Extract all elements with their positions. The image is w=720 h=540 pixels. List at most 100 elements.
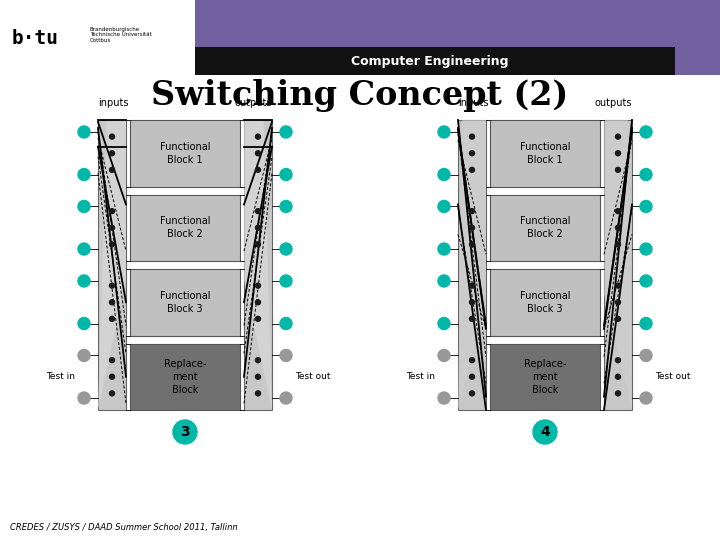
Bar <box>490 120 600 186</box>
Circle shape <box>438 349 450 361</box>
Circle shape <box>256 151 261 156</box>
Bar <box>130 343 240 410</box>
Bar <box>195 47 675 75</box>
Circle shape <box>616 208 621 214</box>
Circle shape <box>256 134 261 139</box>
Text: Replace-
ment
Block: Replace- ment Block <box>164 359 206 395</box>
Circle shape <box>280 392 292 404</box>
Text: Functional
Block 3: Functional Block 3 <box>520 291 570 314</box>
Circle shape <box>256 208 261 214</box>
Circle shape <box>78 200 90 212</box>
Circle shape <box>616 391 621 396</box>
Circle shape <box>469 208 474 214</box>
Circle shape <box>640 318 652 329</box>
Circle shape <box>469 391 474 396</box>
Circle shape <box>280 200 292 212</box>
Circle shape <box>256 316 261 321</box>
Circle shape <box>78 392 90 404</box>
Circle shape <box>438 275 450 287</box>
Circle shape <box>256 357 261 363</box>
Circle shape <box>78 349 90 361</box>
Circle shape <box>78 168 90 180</box>
Text: Replace-
ment
Block: Replace- ment Block <box>524 359 566 395</box>
Circle shape <box>280 349 292 361</box>
Bar <box>604 120 632 410</box>
Bar <box>98 120 126 410</box>
Circle shape <box>256 391 261 396</box>
Circle shape <box>469 283 474 288</box>
Circle shape <box>616 167 621 172</box>
Circle shape <box>78 243 90 255</box>
Circle shape <box>438 318 450 329</box>
Circle shape <box>616 374 621 379</box>
Polygon shape <box>98 120 126 410</box>
Circle shape <box>109 134 114 139</box>
Circle shape <box>438 392 450 404</box>
Text: CREDES / ZUSYS / DAAD Summer School 2011, Tallinn: CREDES / ZUSYS / DAAD Summer School 2011… <box>10 523 238 532</box>
Bar <box>195 0 720 75</box>
Circle shape <box>616 300 621 305</box>
Bar <box>130 269 240 335</box>
Circle shape <box>469 134 474 139</box>
Circle shape <box>640 243 652 255</box>
Circle shape <box>640 126 652 138</box>
Circle shape <box>616 316 621 321</box>
Circle shape <box>109 167 114 172</box>
Circle shape <box>438 168 450 180</box>
Text: Switching Concept (2): Switching Concept (2) <box>151 78 569 111</box>
Text: 3: 3 <box>180 425 190 439</box>
Text: Functional
Block 3: Functional Block 3 <box>160 291 210 314</box>
Text: inputs: inputs <box>98 98 128 108</box>
Circle shape <box>280 126 292 138</box>
Polygon shape <box>604 120 632 410</box>
Circle shape <box>280 318 292 329</box>
Circle shape <box>616 225 621 230</box>
Circle shape <box>109 391 114 396</box>
Circle shape <box>640 392 652 404</box>
Circle shape <box>640 168 652 180</box>
Circle shape <box>109 374 114 379</box>
Circle shape <box>173 420 197 444</box>
Text: b·tu: b·tu <box>12 29 58 48</box>
Circle shape <box>109 357 114 363</box>
Circle shape <box>280 168 292 180</box>
Bar <box>130 120 240 186</box>
Circle shape <box>469 316 474 321</box>
Circle shape <box>469 151 474 156</box>
Circle shape <box>438 126 450 138</box>
Text: Test in: Test in <box>406 372 435 381</box>
Circle shape <box>78 275 90 287</box>
Polygon shape <box>458 120 486 410</box>
Text: Functional
Block 2: Functional Block 2 <box>520 216 570 239</box>
Bar <box>458 120 486 410</box>
Circle shape <box>469 357 474 363</box>
Circle shape <box>640 349 652 361</box>
Circle shape <box>616 242 621 247</box>
Circle shape <box>616 151 621 156</box>
Bar <box>490 269 600 335</box>
Circle shape <box>109 316 114 321</box>
Text: Functional
Block 2: Functional Block 2 <box>160 216 210 239</box>
Text: inputs: inputs <box>458 98 488 108</box>
Circle shape <box>640 275 652 287</box>
Bar <box>490 343 600 410</box>
Circle shape <box>533 420 557 444</box>
Circle shape <box>438 200 450 212</box>
Circle shape <box>469 225 474 230</box>
Circle shape <box>438 243 450 255</box>
Text: Test out: Test out <box>295 372 330 381</box>
Circle shape <box>640 200 652 212</box>
Circle shape <box>78 318 90 329</box>
Circle shape <box>109 242 114 247</box>
Text: outputs: outputs <box>595 98 632 108</box>
Text: Brandenburgische
Technische Universität
Cottbus: Brandenburgische Technische Universität … <box>90 26 152 43</box>
Circle shape <box>616 357 621 363</box>
Circle shape <box>280 243 292 255</box>
Bar <box>0 0 720 75</box>
Circle shape <box>469 374 474 379</box>
Circle shape <box>109 225 114 230</box>
Circle shape <box>109 283 114 288</box>
Circle shape <box>109 208 114 214</box>
Bar <box>244 120 272 410</box>
Text: outputs: outputs <box>235 98 272 108</box>
